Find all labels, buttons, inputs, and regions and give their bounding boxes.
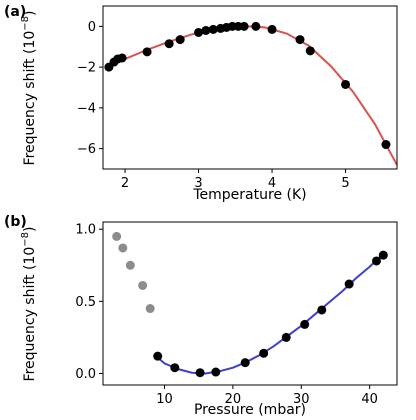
data-point <box>117 53 127 63</box>
x-tick-label: 10 <box>156 392 173 407</box>
panel-b-y-axis-label-main: Frequency shift (10 <box>22 247 38 382</box>
y-tick-label: 1.0 <box>75 223 96 238</box>
panel-b-label: (b) <box>4 214 27 230</box>
data-point <box>211 367 221 377</box>
data-point <box>142 47 152 57</box>
data-point <box>195 368 205 378</box>
data-point <box>153 351 163 361</box>
y-tick-label: 0 <box>88 20 96 35</box>
excluded-data-point <box>125 260 135 270</box>
y-tick-label: 0.5 <box>75 295 96 310</box>
data-point <box>317 305 327 315</box>
data-point <box>305 46 315 56</box>
panel-b-x-ticks: 10 20 30 40 <box>156 385 378 407</box>
data-point <box>208 24 218 34</box>
data-point <box>381 140 391 150</box>
panel-b-y-axis-label-close: ) <box>22 227 38 232</box>
data-point <box>378 250 388 260</box>
data-point <box>164 39 174 49</box>
panel-b-y-axis-label-exp: −8 <box>20 232 31 247</box>
panel-b-excluded-points <box>112 231 155 314</box>
x-tick-label: 30 <box>293 392 310 407</box>
fit-line <box>106 25 398 166</box>
data-point <box>300 319 310 329</box>
y-tick-label: 0.0 <box>75 367 96 382</box>
data-point <box>341 79 351 89</box>
panel-a-x-axis-label: Temperature (K) <box>192 187 306 203</box>
x-tick-label: 2 <box>121 176 129 191</box>
excluded-data-point <box>145 304 155 314</box>
data-point <box>239 21 249 31</box>
y-tick-label: −2 <box>77 61 96 76</box>
x-tick-label: 3 <box>194 176 202 191</box>
data-point <box>201 25 211 35</box>
data-point <box>259 348 269 358</box>
panel-a-y-axis-label-main: Frequency shift (10 <box>22 31 38 166</box>
panel-a-fit <box>106 25 398 166</box>
panel-b: (b) 10 20 30 40 0.0 0.5 1.0 Pressure (mbar) F… <box>4 214 398 418</box>
data-point <box>344 279 354 289</box>
excluded-data-point <box>138 280 148 290</box>
data-point <box>371 256 381 266</box>
y-tick-label: −6 <box>77 142 96 157</box>
data-point <box>295 35 305 45</box>
excluded-data-point <box>112 231 122 241</box>
x-tick-label: 4 <box>268 176 276 191</box>
panel-a-y-axis-label-close: ) <box>22 11 38 16</box>
fit-line <box>153 253 385 375</box>
panel-a-frame <box>102 5 398 170</box>
panel-a-label: (a) <box>4 4 26 20</box>
x-tick-label: 20 <box>225 392 242 407</box>
data-point <box>194 27 204 37</box>
excluded-data-point <box>118 243 128 253</box>
panel-b-points <box>153 250 388 378</box>
y-tick-label: −4 <box>77 101 96 116</box>
panel-a: (a) 2 3 4 5 0 −2 −4 −6 Temperature (K) Frequen… <box>4 4 398 203</box>
panel-a-y-ticks: 0 −2 −4 −6 <box>77 20 103 157</box>
data-point <box>267 24 277 34</box>
panel-b-x-axis-label: Pressure (mbar) <box>194 402 306 418</box>
data-point <box>251 21 261 31</box>
panel-a-y-axis-label-exp: −8 <box>20 16 31 31</box>
panel-a-y-axis-label: Frequency shift (10−8) <box>20 11 38 166</box>
data-point <box>281 332 291 342</box>
panel-a-x-ticks: 2 3 4 5 <box>121 169 350 191</box>
data-point <box>175 35 185 45</box>
panel-a-points <box>104 21 391 150</box>
x-tick-label: 5 <box>341 176 349 191</box>
panel-b-frame <box>102 221 398 386</box>
panel-b-y-ticks: 0.0 0.5 1.0 <box>75 223 103 382</box>
panel-b-y-axis-label: Frequency shift (10−8) <box>20 227 38 382</box>
x-tick-label: 40 <box>361 392 378 407</box>
data-point <box>170 363 180 373</box>
panel-b-fit <box>153 253 385 375</box>
data-point <box>240 358 250 368</box>
